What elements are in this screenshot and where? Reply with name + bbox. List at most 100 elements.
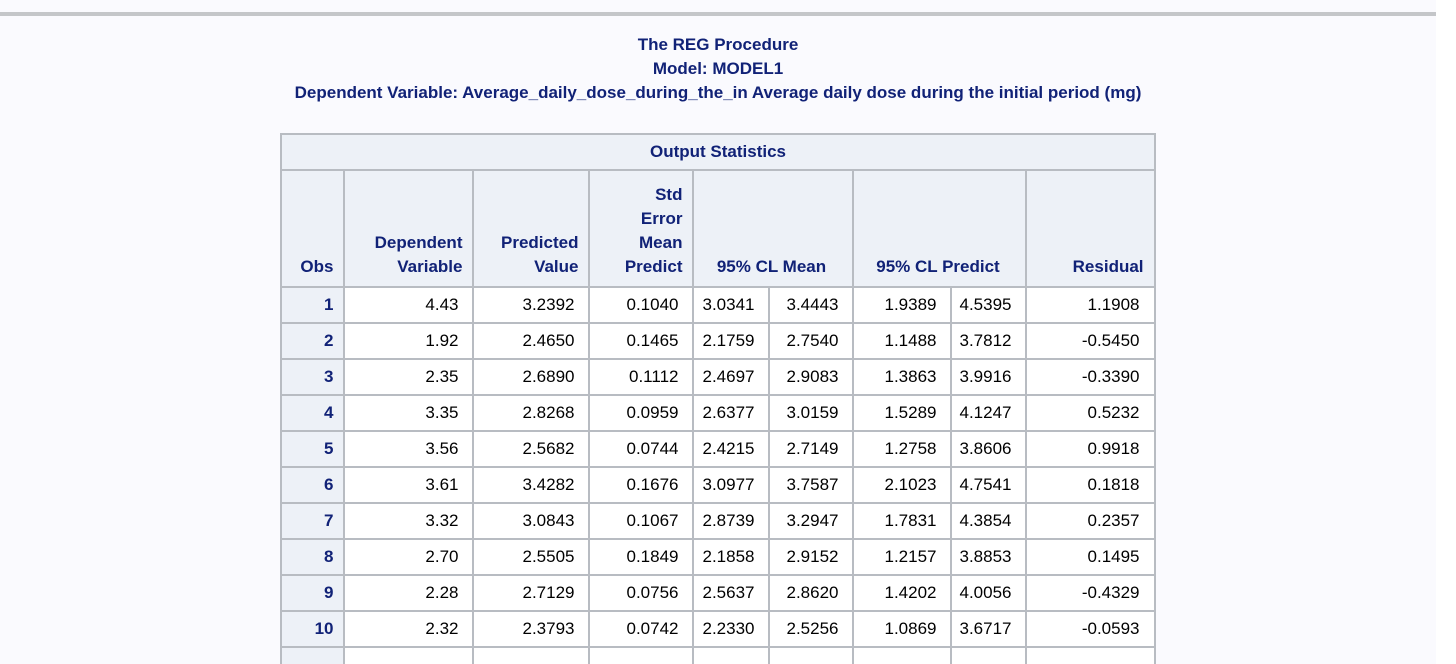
value-cell: 2.5505: [472, 538, 591, 576]
value-cell: -0.4329: [1025, 574, 1156, 612]
value-cell: 2.7129: [472, 574, 591, 612]
value-cell: 2.8739: [692, 502, 771, 540]
value-cell: -0.3390: [1025, 358, 1156, 396]
table-row: 3 2.35 2.6890 0.1112 2.4697 2.9083 1.3863 3.991…: [280, 358, 1156, 396]
value-cell: 1.2157: [852, 538, 953, 576]
dependent-variable-title: Dependent Variable: Average_daily_dose_d…: [294, 83, 1142, 102]
value-cell: 1.0869: [852, 610, 953, 648]
value-cell: 0.1818: [1025, 466, 1156, 504]
value-cell: 2.4650: [472, 322, 591, 360]
col-header-std-error-mean-predict: Std Error Mean Predict: [588, 169, 695, 288]
obs-cell: 7: [280, 502, 346, 540]
value-cell: 0.0959: [588, 394, 695, 432]
value-cell: 3.0341: [692, 286, 771, 324]
obs-cell: 6: [280, 466, 346, 504]
value-cell: 2.7540: [768, 322, 855, 360]
right-margin-strip: [1436, 0, 1456, 664]
col-header-cl-predict: 95% CL Predict: [852, 169, 1028, 288]
value-cell: 4.3854: [950, 502, 1028, 540]
obs-cell: 2: [280, 322, 346, 360]
value-cell: 2.8268: [472, 394, 591, 432]
output-statistics-table: Output Statistics Obs Dependent Variable…: [280, 133, 1156, 664]
value-cell: 3.6717: [950, 610, 1028, 648]
value-cell: 3.32: [343, 502, 475, 540]
value-cell: 4.43: [343, 286, 475, 324]
value-cell: 3.7812: [950, 322, 1028, 360]
value-cell: 2.5256: [768, 610, 855, 648]
value-cell: 2.7149: [768, 430, 855, 468]
value-cell: 3.8606: [950, 430, 1028, 468]
value-cell: 3.61: [343, 466, 475, 504]
value-cell: [1025, 646, 1156, 664]
obs-cell: 10: [280, 610, 346, 648]
value-cell: 1.3863: [852, 358, 953, 396]
obs-cell: 4: [280, 394, 346, 432]
value-cell: 2.5637: [692, 574, 771, 612]
table-row: [280, 646, 1156, 664]
value-cell: 3.0159: [768, 394, 855, 432]
value-cell: 3.0977: [692, 466, 771, 504]
table-row: 9 2.28 2.7129 0.0756 2.5637 2.8620 1.4202 4.005…: [280, 574, 1156, 612]
value-cell: 0.1849: [588, 538, 695, 576]
value-cell: 2.28: [343, 574, 475, 612]
value-cell: 0.0744: [588, 430, 695, 468]
value-cell: [692, 646, 771, 664]
value-cell: 2.4697: [692, 358, 771, 396]
table-body: 1 4.43 3.2392 0.1040 3.0341 3.4443 1.9389 4.539…: [280, 286, 1156, 664]
value-cell: [588, 646, 695, 664]
value-cell: 2.2330: [692, 610, 771, 648]
report-titles: The REG Procedure Model: MODEL1 Dependen…: [0, 33, 1436, 105]
value-cell: 2.6377: [692, 394, 771, 432]
value-cell: 2.32: [343, 610, 475, 648]
value-cell: 0.1067: [588, 502, 695, 540]
value-cell: 1.2758: [852, 430, 953, 468]
value-cell: 2.8620: [768, 574, 855, 612]
value-cell: 4.1247: [950, 394, 1028, 432]
value-cell: 3.4443: [768, 286, 855, 324]
col-header-residual: Residual: [1025, 169, 1156, 288]
col-header-obs: Obs: [280, 169, 346, 288]
value-cell: 2.9152: [768, 538, 855, 576]
value-cell: 2.9083: [768, 358, 855, 396]
value-cell: 0.0756: [588, 574, 695, 612]
value-cell: 0.5232: [1025, 394, 1156, 432]
value-cell: 2.3793: [472, 610, 591, 648]
value-cell: 0.1040: [588, 286, 695, 324]
obs-cell: 5: [280, 430, 346, 468]
value-cell: 1.9389: [852, 286, 953, 324]
value-cell: 4.7541: [950, 466, 1028, 504]
value-cell: [852, 646, 953, 664]
col-header-predicted-value: Predicted Value: [472, 169, 591, 288]
value-cell: [768, 646, 855, 664]
value-cell: 1.1908: [1025, 286, 1156, 324]
value-cell: [472, 646, 591, 664]
col-header-dependent-variable: Dependent Variable: [343, 169, 475, 288]
table-row: 8 2.70 2.5505 0.1849 2.1858 2.9152 1.2157 3.885…: [280, 538, 1156, 576]
column-header-row: Obs Dependent Variable Predicted Value S…: [280, 169, 1156, 288]
table-row: 6 3.61 3.4282 0.1676 3.0977 3.7587 2.1023 4.754…: [280, 466, 1156, 504]
value-cell: 4.0056: [950, 574, 1028, 612]
value-cell: 3.56: [343, 430, 475, 468]
col-header-cl-mean: 95% CL Mean: [692, 169, 855, 288]
value-cell: 0.1676: [588, 466, 695, 504]
value-cell: 0.1112: [588, 358, 695, 396]
value-cell: 1.5289: [852, 394, 953, 432]
value-cell: [950, 646, 1028, 664]
procedure-title: The REG Procedure: [637, 35, 799, 54]
value-cell: 0.9918: [1025, 430, 1156, 468]
obs-cell: 1: [280, 286, 346, 324]
value-cell: 2.1759: [692, 322, 771, 360]
value-cell: 3.9916: [950, 358, 1028, 396]
value-cell: 0.1495: [1025, 538, 1156, 576]
obs-cell: 3: [280, 358, 346, 396]
value-cell: 3.4282: [472, 466, 591, 504]
value-cell: -0.0593: [1025, 610, 1156, 648]
value-cell: 4.5395: [950, 286, 1028, 324]
value-cell: 3.7587: [768, 466, 855, 504]
table-title-row: Output Statistics: [280, 133, 1156, 171]
value-cell: -0.5450: [1025, 322, 1156, 360]
value-cell: 2.1023: [852, 466, 953, 504]
value-cell: 3.2947: [768, 502, 855, 540]
model-title: Model: MODEL1: [652, 59, 784, 78]
